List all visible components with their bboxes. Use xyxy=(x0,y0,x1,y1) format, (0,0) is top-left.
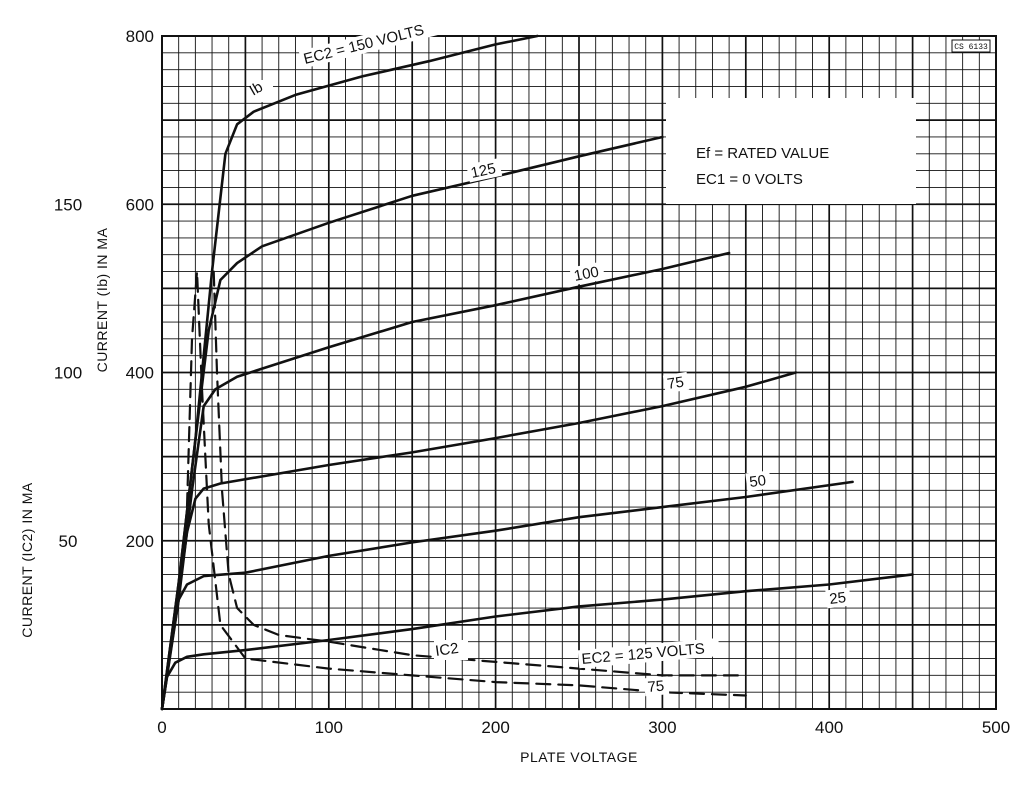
curve-label-bg xyxy=(569,261,606,286)
x-tick-label: 100 xyxy=(315,718,343,737)
curve-label: 25 xyxy=(828,589,847,608)
curve-label-bg xyxy=(298,17,440,69)
x-tick-label: 0 xyxy=(157,718,166,737)
curve-plate-current-1 xyxy=(160,135,664,711)
x-axis-label: PLATE VOLTAGE xyxy=(520,749,638,765)
stamp-background xyxy=(951,39,991,53)
curve-plate-current-4 xyxy=(160,480,854,711)
curve-label-bg xyxy=(643,676,670,697)
secondary-y-tick-label: 150 xyxy=(54,195,82,214)
x-tick-label: 300 xyxy=(648,718,676,737)
secondary-y-tick-labels: 50 100 150 xyxy=(54,195,82,551)
curve-label-bg xyxy=(434,640,468,660)
legend-line-grid-voltage: EC1 = 0 VOLTS xyxy=(696,171,803,188)
legend-box: Ef = RATED VALUE EC1 = 0 VOLTS xyxy=(666,98,916,204)
grid xyxy=(161,35,997,710)
curve-label: 50 xyxy=(748,472,767,491)
curve-label: 100 xyxy=(573,263,601,284)
curve-label: 75 xyxy=(666,374,685,393)
curve-label-bg xyxy=(745,470,772,492)
curve-label-ic2: IC2 xyxy=(434,640,459,660)
x-tick-label: 500 xyxy=(982,718,1010,737)
y-tick-label: 400 xyxy=(126,364,154,383)
curve-label-bg xyxy=(662,371,690,394)
curve-label: EC2 = 150 VOLTS xyxy=(302,21,426,67)
plot-frame xyxy=(161,35,997,710)
x-tick-label: 200 xyxy=(481,718,509,737)
y-axis-label: CURRENT (Ib) IN MA xyxy=(94,227,110,372)
curve-label-bg xyxy=(251,80,273,102)
secondary-y-tick-label: 50 xyxy=(59,532,78,551)
y-tick-label: 200 xyxy=(126,532,154,551)
curve-plate-current-5 xyxy=(160,573,914,711)
stamp-text: CS 6133 xyxy=(954,43,988,52)
curve-screen-current-6 xyxy=(212,270,747,677)
curve-label: 125 xyxy=(469,160,497,182)
secondary-y-tick-label: 100 xyxy=(54,364,82,383)
x-tick-labels: 0 100 200 300 400 500 xyxy=(157,718,1010,737)
legend-line-filament: Ef = RATED VALUE xyxy=(696,145,829,162)
curve-label-bg xyxy=(825,587,852,609)
curve-label: 75 xyxy=(647,678,665,696)
y-tick-label: 600 xyxy=(126,195,154,214)
legend-background xyxy=(666,98,916,204)
curve-label-bg xyxy=(577,638,720,669)
curve-plate-current-2 xyxy=(160,251,731,711)
secondary-y-axis-label: CURRENT (IC2) IN MA xyxy=(19,482,35,638)
curve-label-bg xyxy=(466,158,503,183)
x-tick-label: 400 xyxy=(815,718,843,737)
curve-plate-current-3 xyxy=(160,371,798,711)
stamp: CS 6133 xyxy=(951,39,991,53)
y-tick-label: 800 xyxy=(126,27,154,46)
y-tick-labels: 200 400 600 800 xyxy=(126,27,154,551)
curve-label: EC2 = 125 VOLTS xyxy=(581,640,706,668)
